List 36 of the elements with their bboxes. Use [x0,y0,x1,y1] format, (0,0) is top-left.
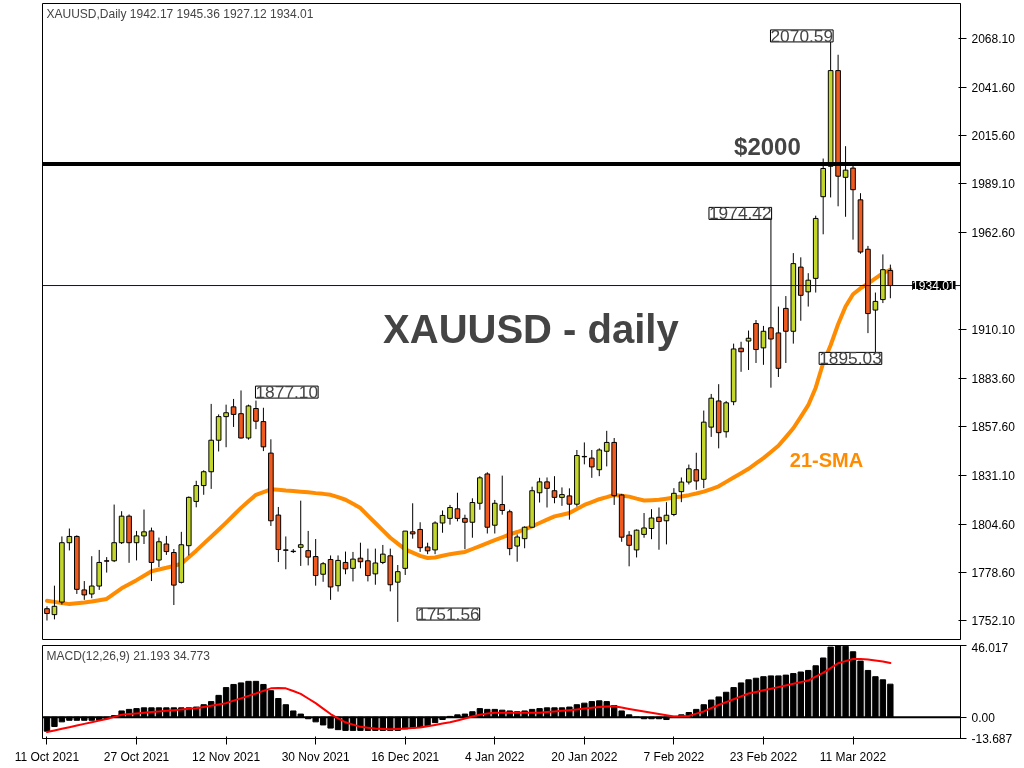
ref-line-label: $2000 [734,132,801,160]
y-tick-label: 1962.60 [971,226,1016,241]
y-tick-label: 1752.10 [971,614,1016,629]
x-tick-label: 23 Feb 2022 [729,749,798,764]
y-tick-label: 46.017 [971,640,1009,655]
x-tick-label: 12 Nov 2021 [192,749,261,764]
annotation: XAUUSD - daily [383,307,680,352]
y-tick-label: 1989.10 [971,177,1016,192]
chart-title: XAUUSD,Daily 1942.17 1945.36 1927.12 1934.01 [46,6,314,21]
annotation: 2070.59 [770,25,834,46]
y-tick-label: 1910.10 [971,323,1016,338]
y-tick-label: 1883.60 [971,371,1016,386]
y-tick-label: 0.00 [971,710,996,725]
x-tick-label: 11 Oct 2021 [14,749,80,764]
x-tick-label: 27 Oct 2021 [103,749,170,764]
y-tick-label: -13.687 [971,732,1013,746]
annotation: 1974.42 [708,203,772,224]
y-tick-label: 2068.10 [971,31,1016,46]
x-tick-label: 4 Jan 2022 [465,749,525,764]
x-tick-label: 20 Jan 2022 [551,749,618,764]
x-tick-label: 11 Mar 2022 [819,749,887,764]
series-label: 21-SMA [789,449,864,472]
y-tick-label: 1778.60 [971,565,1016,580]
annotation: 1895.03 [819,348,882,369]
y-tick-label: 2041.60 [971,80,1016,95]
x-tick-label: 30 Nov 2021 [281,749,351,764]
annotation: 1877.10 [255,382,319,403]
ref-line-label: 1934.01 [912,279,956,294]
y-tick-label: 1831.10 [971,468,1016,483]
y-tick-label: 2015.60 [971,128,1016,143]
y-tick-label: 1857.60 [971,419,1016,434]
x-tick-label: 16 Dec 2021 [371,749,440,764]
y-tick-label: 1804.60 [971,517,1016,532]
annotation: 1751.56 [417,604,480,625]
chart-title: MACD(12,26,9) 21.193 34.773 [46,648,211,663]
x-tick-label: 7 Feb 2022 [643,749,705,764]
